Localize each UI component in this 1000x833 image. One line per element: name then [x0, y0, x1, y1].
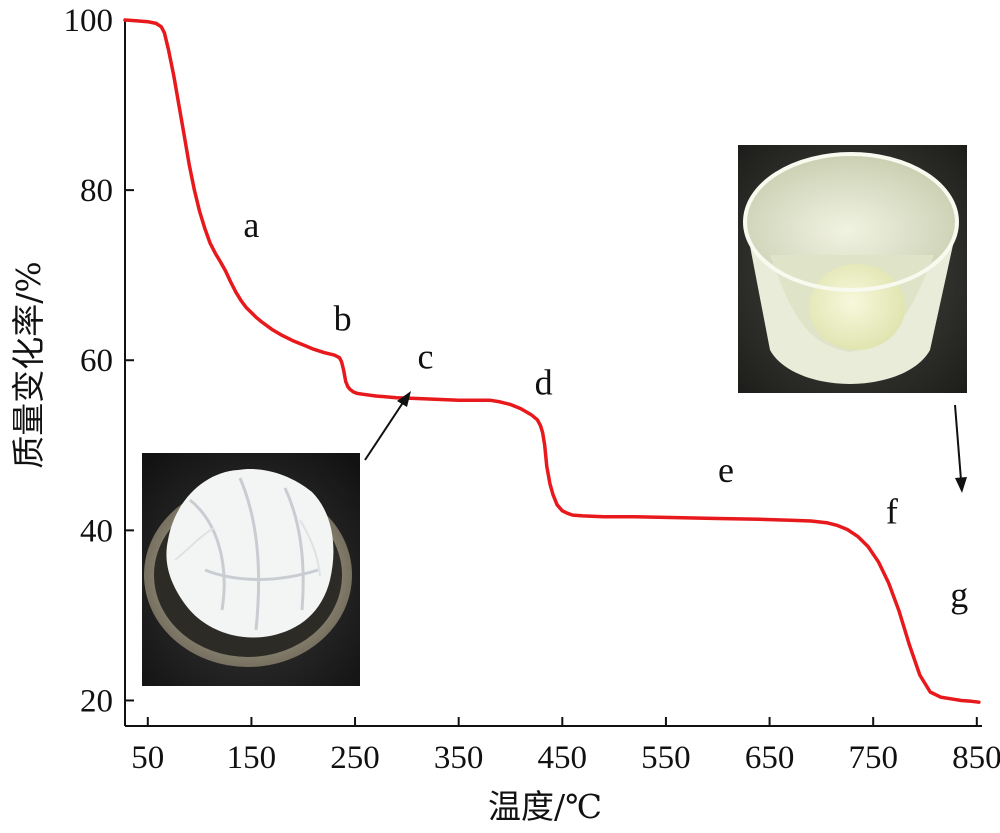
x-tick-label: 150: [227, 740, 277, 776]
point-label-c: c: [418, 337, 434, 377]
y-tick-label: 40: [80, 513, 113, 549]
x-tick-label: 750: [848, 740, 898, 776]
arrow-to-point-c: [364, 391, 411, 461]
y-tick-label: 20: [80, 683, 113, 719]
y-tick-label: 100: [64, 3, 114, 39]
point-label-a: a: [243, 205, 259, 245]
arrow-to-point-g: [954, 404, 967, 493]
point-label-f: f: [886, 492, 898, 532]
x-tick-label: 650: [745, 740, 795, 776]
x-tick-label: 450: [538, 740, 588, 776]
point-label-e: e: [718, 450, 734, 490]
point-label-g: g: [950, 575, 968, 615]
x-tick-label: 350: [434, 740, 484, 776]
x-tick-label: 550: [641, 740, 691, 776]
x-tick-label: 850: [952, 740, 1000, 776]
x-axis-title: 温度/℃: [488, 787, 602, 826]
y-tick-label: 80: [80, 173, 113, 209]
mass-loss-curve: [123, 18, 981, 704]
inset-photo-powder: [142, 453, 360, 686]
point-label-d: d: [535, 362, 553, 402]
x-tick-label: 250: [330, 740, 380, 776]
inset-photo-residue: [738, 145, 967, 393]
y-axis-title: 质量变化率/%: [9, 261, 48, 468]
x-tick-label: 50: [131, 740, 164, 776]
point-label-b: b: [334, 298, 352, 338]
y-tick-label: 60: [80, 343, 113, 379]
